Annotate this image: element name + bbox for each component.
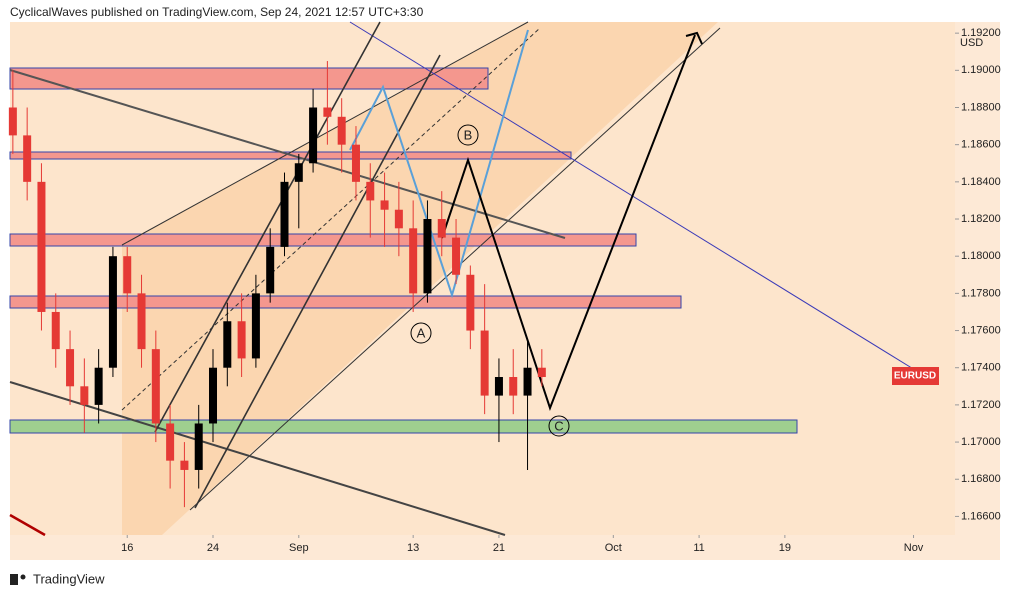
currency: USD: [960, 37, 983, 49]
candle-body: [8, 107, 17, 136]
price-axis: [955, 22, 1000, 535]
candle-body: [509, 377, 518, 396]
x-tick-label: 19: [779, 542, 791, 554]
x-tick-label: Sep: [289, 542, 309, 554]
logo-mark: [10, 574, 18, 585]
wave-labels: A B C: [410, 124, 570, 437]
x-tick-label: 11: [693, 542, 704, 554]
candle-body: [309, 107, 318, 164]
candle-body: [523, 367, 532, 396]
candles: [8, 61, 546, 508]
y-tick-label: 1.18000: [961, 250, 1001, 262]
trend-line: [9, 381, 506, 536]
y-tick-label: 1.18600: [961, 139, 1001, 151]
candle-body: [337, 116, 346, 145]
label-circle: [410, 322, 432, 344]
zone: [9, 67, 489, 90]
candle-body: [323, 107, 332, 117]
candle-body: [537, 367, 546, 378]
caption: CyclicalWaves published on TradingView.c…: [10, 5, 424, 19]
candle-body: [223, 321, 232, 368]
x-tick-label: 21: [493, 542, 505, 554]
label-circle: [548, 415, 570, 437]
y-tick-label: 1.16800: [961, 473, 1001, 485]
candle-body: [280, 181, 289, 247]
symbol-tag-text: EURUSD: [894, 371, 936, 382]
candle-body: [23, 135, 32, 182]
wave-path: [349, 29, 529, 299]
trend-line: [194, 54, 441, 509]
candle-body: [366, 181, 375, 201]
logo-mark: [20, 574, 26, 580]
zone: [9, 233, 637, 247]
y-tick-label: 1.16600: [961, 510, 1001, 522]
candle-body: [266, 246, 275, 294]
brand: TradingView: [33, 571, 105, 586]
candle-body: [51, 311, 60, 350]
candle-body: [380, 200, 389, 210]
candle-body: [66, 349, 75, 387]
candle-body: [237, 321, 246, 359]
symbol-tag: [892, 367, 939, 385]
wave-label: C: [554, 418, 563, 433]
wave-label: A: [417, 325, 426, 340]
channel-fill: [122, 22, 718, 535]
candle-body: [108, 256, 117, 368]
candle-body: [80, 386, 89, 405]
y-tick-label: 1.19000: [961, 64, 1001, 76]
drawings: [9, 21, 916, 537]
candle-body: [409, 228, 418, 294]
x-tick-label: 16: [121, 542, 133, 554]
candle-body: [452, 237, 461, 275]
x-tick-label: Oct: [605, 542, 622, 554]
channel-line: [121, 21, 529, 246]
candle-body: [351, 144, 360, 182]
y-tick-label: 1.17600: [961, 324, 1001, 336]
y-axis: 1.16600 1.16800 1.17000 1.17200 1.17400 1.176…: [121, 27, 1001, 554]
wave-path: [441, 34, 696, 411]
y-tick-label: 1.17400: [961, 362, 1001, 374]
candle-body: [480, 330, 489, 396]
time-axis: [10, 535, 1000, 560]
y-tick-label: 1.18200: [961, 213, 1001, 225]
candle-body: [151, 349, 160, 424]
candle-body: [294, 163, 303, 182]
y-tick-label: 1.17800: [961, 287, 1001, 299]
channel-mid: [121, 27, 541, 411]
candle-body: [94, 367, 103, 405]
candle-body: [251, 293, 260, 359]
trend-line: [154, 21, 381, 433]
candle-body: [194, 423, 203, 470]
candle-body: [423, 219, 432, 294]
candle-body: [37, 181, 46, 312]
footer: TradingView: [10, 571, 105, 586]
candle-body: [394, 209, 403, 229]
x-tick-label: Nov: [904, 542, 924, 554]
y-tick-label: 1.17200: [961, 399, 1001, 411]
x-tick-label: 13: [407, 542, 419, 554]
y-tick-label: 1.18400: [961, 176, 1001, 188]
candle-body: [180, 460, 189, 470]
wave-label: B: [464, 127, 473, 142]
candle-body: [166, 423, 175, 461]
y-tick-label: 1.17000: [961, 436, 1001, 448]
y-tick-label: 1.18800: [961, 101, 1001, 113]
trend-line: [9, 513, 46, 537]
trend-line: [9, 69, 566, 239]
candle-body: [437, 219, 446, 238]
candle-body: [137, 293, 146, 350]
currency-box: [957, 36, 983, 49]
x-tick-label: 24: [207, 542, 219, 554]
zone: [9, 419, 798, 434]
candle-body: [466, 274, 475, 331]
arrowhead: [685, 31, 703, 45]
candle-body: [209, 367, 218, 424]
candle-body: [123, 256, 132, 294]
candle-body: [494, 377, 503, 396]
label-circle: [457, 124, 479, 146]
